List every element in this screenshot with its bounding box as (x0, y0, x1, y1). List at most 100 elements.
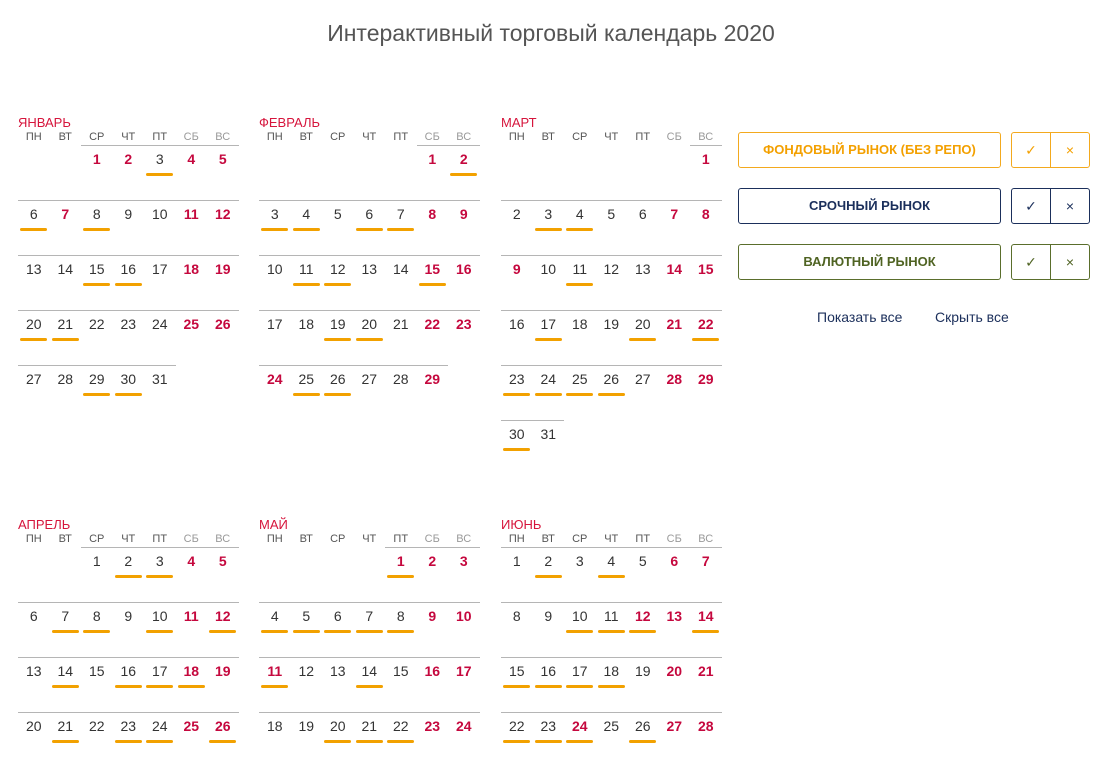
day-cell[interactable]: 10 (144, 602, 176, 657)
day-cell[interactable]: 1 (81, 145, 113, 200)
day-cell[interactable]: 26 (322, 365, 354, 420)
day-cell[interactable]: 24 (448, 712, 480, 767)
day-cell[interactable]: 20 (18, 310, 50, 365)
day-cell[interactable]: 15 (501, 657, 533, 712)
day-cell[interactable]: 3 (564, 547, 596, 602)
day-cell[interactable]: 3 (259, 200, 291, 255)
day-cell[interactable]: 8 (385, 602, 417, 657)
day-cell[interactable]: 23 (113, 712, 145, 767)
day-cell[interactable]: 19 (291, 712, 323, 767)
day-cell[interactable]: 24 (259, 365, 291, 420)
day-cell[interactable]: 22 (690, 310, 722, 365)
day-cell[interactable]: 18 (291, 310, 323, 365)
day-cell[interactable]: 18 (596, 657, 628, 712)
day-cell[interactable]: 27 (659, 712, 691, 767)
stock-market-button[interactable]: Фондовый рынок (без РЕПО) (738, 132, 1001, 168)
day-cell[interactable]: 4 (259, 602, 291, 657)
day-cell[interactable]: 6 (322, 602, 354, 657)
day-cell[interactable]: 24 (144, 712, 176, 767)
day-cell[interactable]: 25 (176, 712, 208, 767)
day-cell[interactable]: 7 (50, 602, 82, 657)
day-cell[interactable]: 4 (176, 145, 208, 200)
day-cell[interactable]: 27 (18, 365, 50, 420)
hide-all-link[interactable]: Скрыть все (935, 309, 1009, 325)
day-cell[interactable]: 14 (354, 657, 386, 712)
day-cell[interactable]: 17 (144, 255, 176, 310)
day-cell[interactable]: 27 (354, 365, 386, 420)
day-cell[interactable]: 4 (176, 547, 208, 602)
day-cell[interactable]: 26 (596, 365, 628, 420)
day-cell[interactable]: 25 (596, 712, 628, 767)
day-cell[interactable]: 31 (144, 365, 176, 420)
day-cell[interactable]: 2 (113, 145, 145, 200)
day-cell[interactable]: 2 (113, 547, 145, 602)
day-cell[interactable]: 20 (659, 657, 691, 712)
day-cell[interactable]: 28 (659, 365, 691, 420)
day-cell[interactable]: 30 (113, 365, 145, 420)
day-cell[interactable]: 14 (50, 657, 82, 712)
day-cell[interactable]: 5 (322, 200, 354, 255)
day-cell[interactable]: 6 (18, 200, 50, 255)
day-cell[interactable]: 13 (627, 255, 659, 310)
day-cell[interactable]: 25 (176, 310, 208, 365)
day-cell[interactable]: 23 (501, 365, 533, 420)
day-cell[interactable]: 12 (596, 255, 628, 310)
day-cell[interactable]: 29 (81, 365, 113, 420)
day-cell[interactable]: 15 (81, 255, 113, 310)
day-cell[interactable]: 28 (385, 365, 417, 420)
day-cell[interactable]: 23 (417, 712, 449, 767)
day-cell[interactable]: 15 (81, 657, 113, 712)
day-cell[interactable]: 20 (18, 712, 50, 767)
day-cell[interactable]: 17 (144, 657, 176, 712)
day-cell[interactable]: 2 (533, 547, 565, 602)
day-cell[interactable]: 9 (417, 602, 449, 657)
day-cell[interactable]: 3 (144, 547, 176, 602)
day-cell[interactable]: 2 (501, 200, 533, 255)
day-cell[interactable]: 5 (291, 602, 323, 657)
day-cell[interactable]: 15 (690, 255, 722, 310)
day-cell[interactable]: 1 (690, 145, 722, 200)
day-cell[interactable]: 1 (81, 547, 113, 602)
day-cell[interactable]: 22 (81, 310, 113, 365)
day-cell[interactable]: 9 (113, 200, 145, 255)
currency-show-check-icon[interactable]: ✓ (1025, 254, 1037, 270)
day-cell[interactable]: 14 (690, 602, 722, 657)
day-cell[interactable]: 30 (501, 420, 533, 475)
day-cell[interactable]: 18 (564, 310, 596, 365)
day-cell[interactable]: 16 (533, 657, 565, 712)
day-cell[interactable]: 5 (596, 200, 628, 255)
currency-hide-close-icon[interactable]: × (1050, 245, 1089, 279)
day-cell[interactable]: 21 (50, 712, 82, 767)
day-cell[interactable]: 11 (291, 255, 323, 310)
day-cell[interactable]: 31 (533, 420, 565, 475)
day-cell[interactable]: 21 (690, 657, 722, 712)
day-cell[interactable]: 29 (417, 365, 449, 420)
day-cell[interactable]: 21 (50, 310, 82, 365)
day-cell[interactable]: 22 (385, 712, 417, 767)
day-cell[interactable]: 9 (501, 255, 533, 310)
day-cell[interactable]: 3 (448, 547, 480, 602)
day-cell[interactable]: 9 (533, 602, 565, 657)
day-cell[interactable]: 13 (354, 255, 386, 310)
day-cell[interactable]: 4 (564, 200, 596, 255)
day-cell[interactable]: 12 (207, 200, 239, 255)
day-cell[interactable]: 8 (417, 200, 449, 255)
day-cell[interactable]: 22 (501, 712, 533, 767)
day-cell[interactable]: 26 (207, 712, 239, 767)
day-cell[interactable]: 23 (113, 310, 145, 365)
day-cell[interactable]: 19 (207, 657, 239, 712)
day-cell[interactable]: 24 (564, 712, 596, 767)
day-cell[interactable]: 25 (291, 365, 323, 420)
day-cell[interactable]: 3 (533, 200, 565, 255)
day-cell[interactable]: 1 (385, 547, 417, 602)
day-cell[interactable]: 13 (659, 602, 691, 657)
day-cell[interactable]: 7 (354, 602, 386, 657)
day-cell[interactable]: 2 (417, 547, 449, 602)
day-cell[interactable]: 1 (417, 145, 449, 200)
day-cell[interactable]: 5 (207, 547, 239, 602)
day-cell[interactable]: 2 (448, 145, 480, 200)
day-cell[interactable]: 11 (596, 602, 628, 657)
day-cell[interactable]: 8 (501, 602, 533, 657)
day-cell[interactable]: 10 (259, 255, 291, 310)
day-cell[interactable]: 10 (533, 255, 565, 310)
